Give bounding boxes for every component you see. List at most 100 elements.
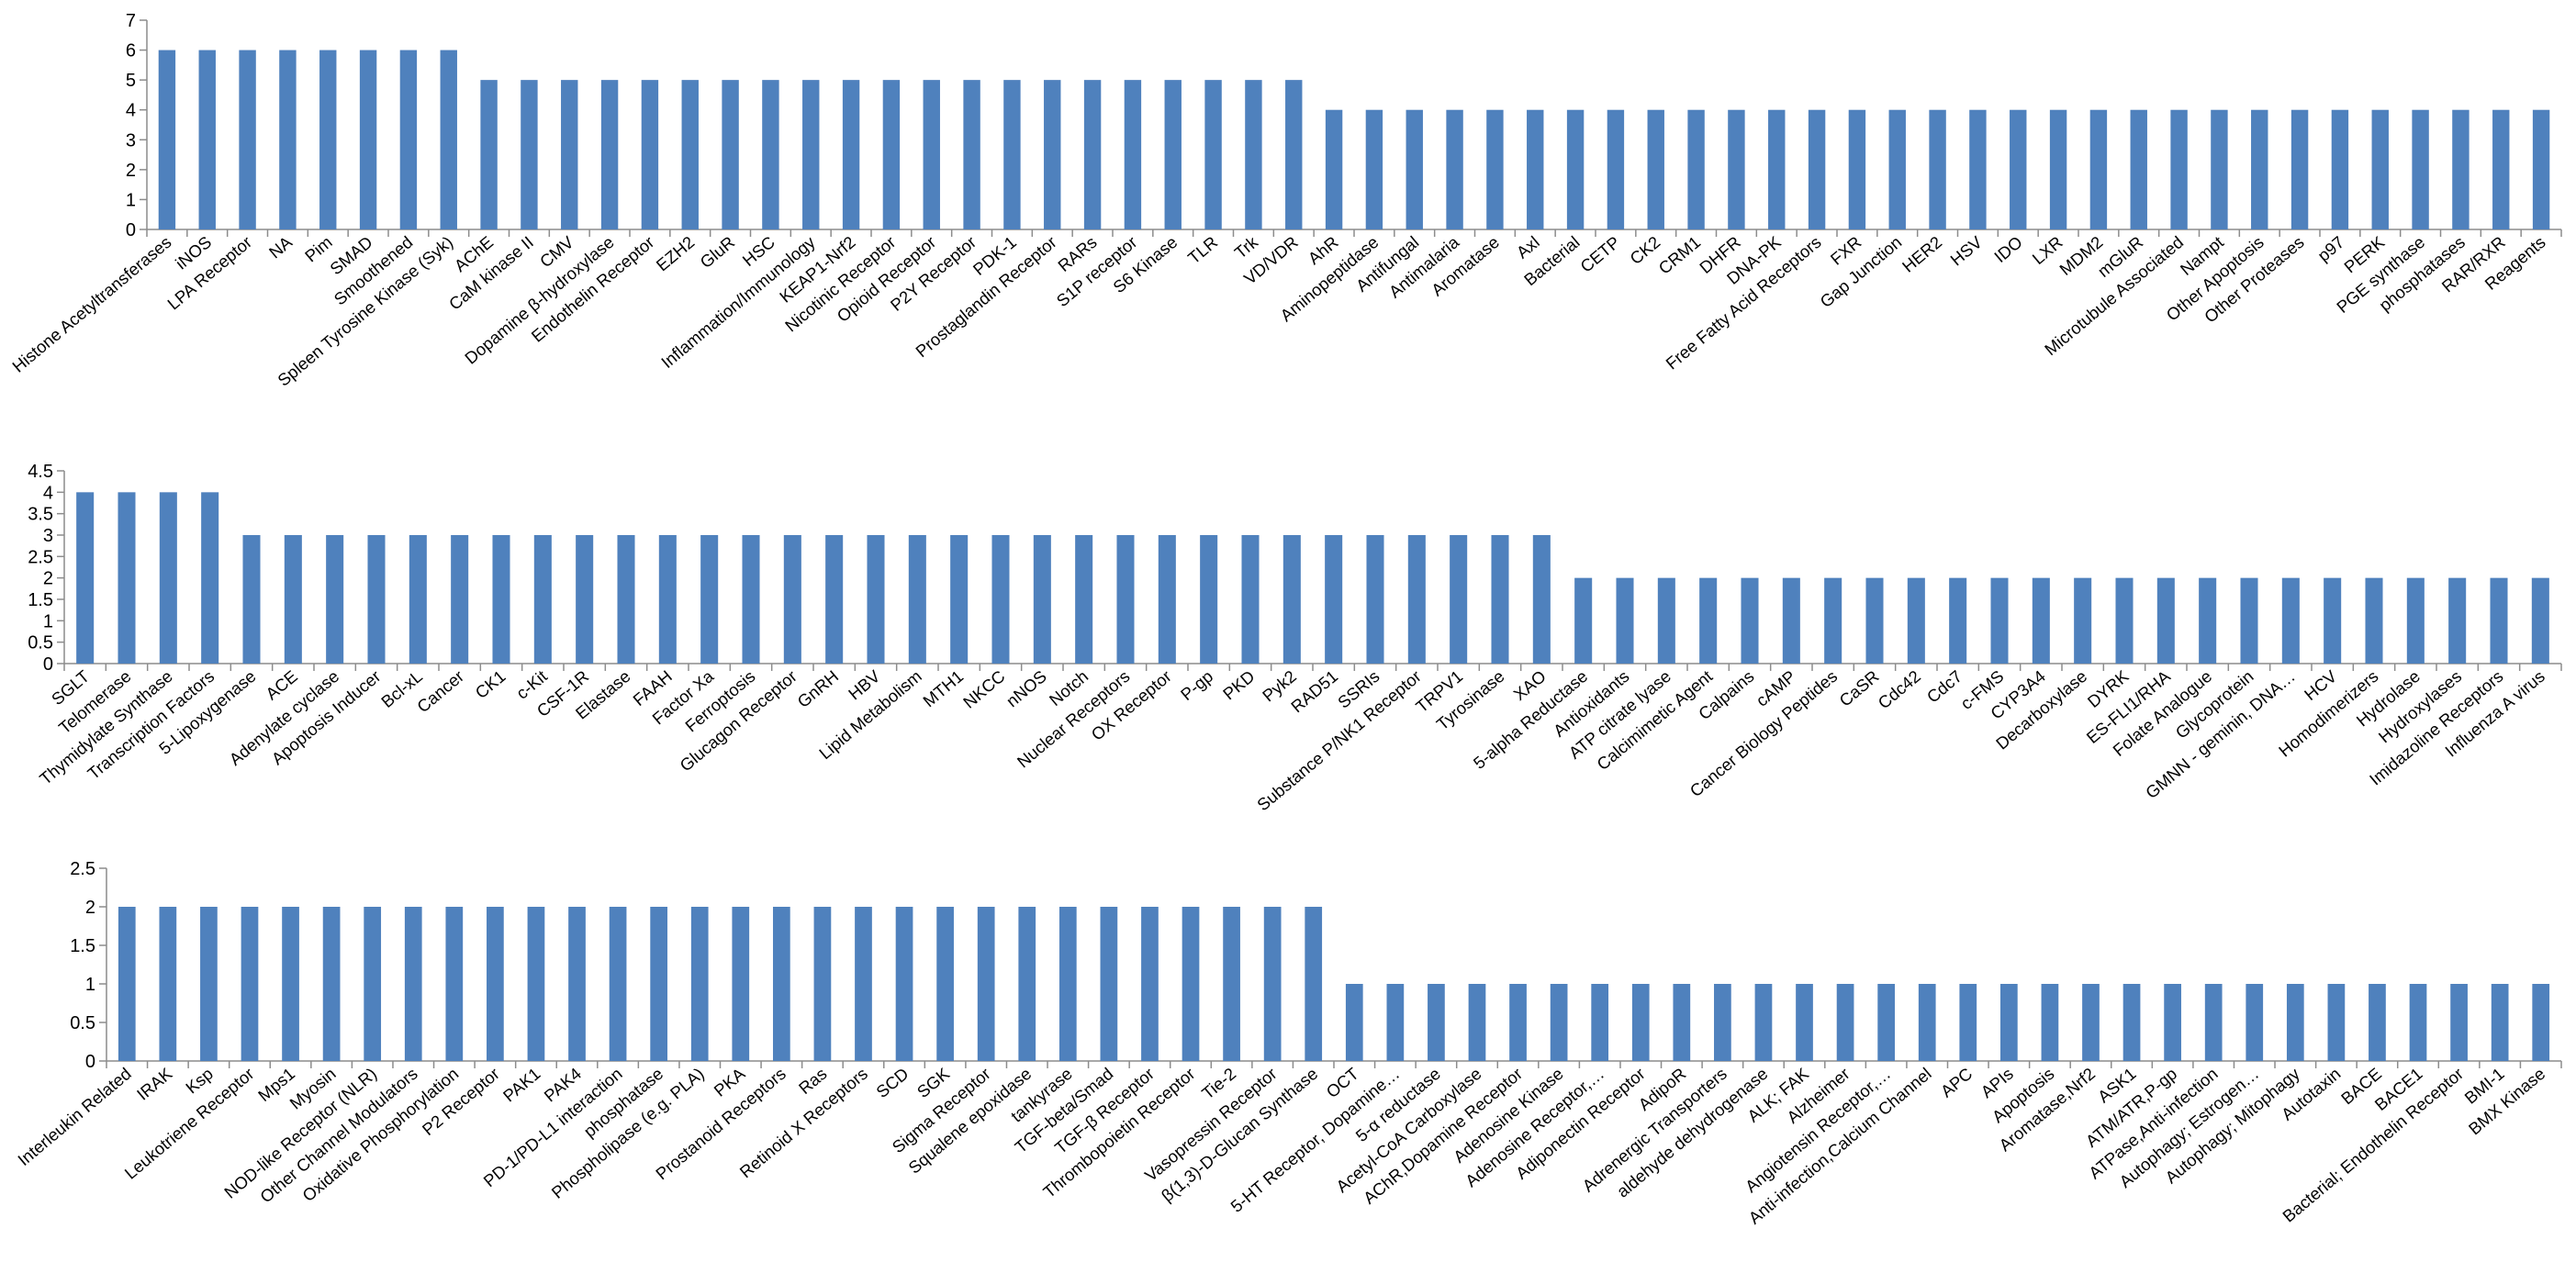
- bar: [1263, 907, 1282, 1061]
- bar: [991, 535, 1010, 664]
- bar: [451, 535, 469, 664]
- x-category-label: CK1: [471, 666, 509, 702]
- x-category-label: EZH2: [653, 232, 699, 274]
- bar: [867, 535, 885, 664]
- y-tick-label: 1: [43, 611, 53, 631]
- bar: [399, 50, 418, 230]
- bar: [1450, 535, 1468, 664]
- bar: [2491, 984, 2509, 1061]
- bar: [2448, 577, 2467, 664]
- y-tick-label: 0: [126, 220, 136, 240]
- bar: [1164, 80, 1182, 230]
- bar: [2412, 109, 2429, 229]
- x-category-label: Histone Acetyltransferases: [8, 232, 174, 376]
- y-tick-label: 0: [85, 1052, 95, 1072]
- bar: [783, 535, 801, 664]
- bar: [2290, 109, 2309, 229]
- bar: [533, 535, 552, 664]
- x-category-label: P-gp: [1177, 666, 1216, 704]
- bar: [2246, 984, 2264, 1061]
- bar: [2281, 577, 2300, 664]
- bar: [600, 80, 619, 230]
- bar: [1204, 80, 1222, 230]
- chart-panel-2: 00.511.522.533.544.5SGLTTelomeraseThymid…: [28, 462, 2562, 814]
- bar: [1714, 984, 1731, 1061]
- bar: [1929, 109, 1946, 229]
- bar: [1616, 577, 1634, 664]
- x-category-label: APC: [1937, 1064, 1977, 1101]
- bar: [159, 907, 177, 1061]
- bar: [1100, 907, 1118, 1061]
- bar: [2032, 577, 2050, 664]
- bar: [2130, 109, 2147, 229]
- y-tick-label: 3: [126, 130, 136, 151]
- bar: [2115, 577, 2134, 664]
- bar: [772, 907, 790, 1061]
- x-category-label: GnRH: [793, 666, 842, 711]
- bar: [2492, 109, 2510, 229]
- bar: [908, 535, 926, 664]
- bar: [2365, 577, 2383, 664]
- bar: [2170, 109, 2188, 229]
- bar: [1245, 80, 1262, 230]
- bar: [1116, 535, 1135, 664]
- bar: [762, 80, 779, 230]
- bar: [2452, 109, 2470, 229]
- bar: [2369, 984, 2386, 1061]
- bar: [561, 80, 578, 230]
- bar: [1990, 577, 2009, 664]
- x-category-label: RAD51: [1287, 666, 1341, 716]
- bar: [359, 50, 377, 230]
- x-category-label: CaSR: [1835, 666, 1882, 710]
- bar: [742, 535, 760, 664]
- bar: [802, 80, 820, 230]
- bar: [2331, 109, 2349, 229]
- bar: [284, 535, 302, 664]
- bar: [2211, 109, 2228, 229]
- y-tick-label: 0: [43, 654, 53, 675]
- bar: [1959, 984, 1977, 1061]
- bar: [200, 907, 218, 1061]
- y-tick-label: 3: [43, 526, 53, 546]
- bar: [1305, 907, 1323, 1061]
- bar: [1754, 984, 1773, 1061]
- bar: [2082, 984, 2100, 1061]
- bar: [977, 907, 995, 1061]
- bar: [2532, 109, 2550, 229]
- bar: [322, 907, 341, 1061]
- bar: [1428, 984, 1445, 1061]
- bar: [1918, 984, 1936, 1061]
- bar: [1325, 535, 1343, 664]
- x-category-label: HER2: [1898, 232, 1945, 276]
- bar: [1033, 535, 1051, 664]
- bar: [1491, 535, 1509, 664]
- bar: [1241, 535, 1260, 664]
- bar: [1949, 577, 1967, 664]
- y-tick-label: 2: [43, 569, 53, 589]
- bar: [1223, 907, 1240, 1061]
- bar: [1003, 80, 1021, 230]
- bar: [1325, 109, 1343, 229]
- bar: [1591, 984, 1609, 1061]
- bar: [445, 907, 464, 1061]
- bar: [609, 907, 627, 1061]
- bar: [1200, 535, 1218, 664]
- bar: [1406, 109, 1423, 229]
- bar: [576, 535, 594, 664]
- bar: [2450, 984, 2468, 1061]
- bar: [1058, 907, 1077, 1061]
- x-category-label: PAK1: [499, 1064, 544, 1106]
- bar: [813, 907, 832, 1061]
- bar: [2409, 984, 2427, 1061]
- bar: [1574, 577, 1593, 664]
- bar: [158, 50, 176, 230]
- bar: [2010, 109, 2027, 229]
- bar: [1877, 984, 1896, 1061]
- bar: [76, 492, 95, 664]
- x-category-label: SCD: [872, 1064, 912, 1101]
- bar: [239, 50, 256, 230]
- x-category-label: nNOS: [1002, 666, 1050, 710]
- x-category-label: GluR: [696, 232, 738, 272]
- bar: [2286, 984, 2304, 1061]
